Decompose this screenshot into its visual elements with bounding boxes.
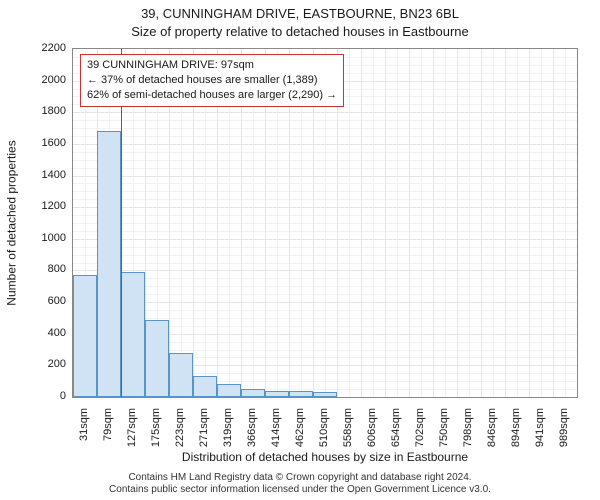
y-tick: 2000: [26, 74, 66, 86]
callout-line-3: 62% of semi-detached houses are larger (…: [87, 88, 337, 103]
histogram-bar: [193, 376, 217, 397]
y-tick: 1000: [26, 232, 66, 244]
footer-line-1: Contains HM Land Registry data © Crown c…: [0, 472, 600, 484]
y-tick: 1600: [26, 137, 66, 149]
footer-attribution: Contains HM Land Registry data © Crown c…: [0, 472, 600, 496]
histogram-bar: [289, 391, 313, 397]
callout-line-2: ← 37% of detached houses are smaller (1,…: [87, 73, 337, 88]
histogram-bar: [145, 320, 169, 398]
histogram-bar: [313, 392, 337, 397]
chart-title-sub: Size of property relative to detached ho…: [0, 24, 600, 39]
y-tick: 800: [26, 263, 66, 275]
y-tick: 1200: [26, 200, 66, 212]
y-tick: 0: [26, 390, 66, 402]
y-axis-label: Number of detached properties: [2, 48, 22, 398]
histogram-bar: [169, 353, 193, 397]
footer-line-2: Contains public sector information licen…: [0, 484, 600, 496]
y-tick: 400: [26, 327, 66, 339]
chart-title-main: 39, CUNNINGHAM DRIVE, EASTBOURNE, BN23 6…: [0, 6, 600, 21]
callout-line-1: 39 CUNNINGHAM DRIVE: 97sqm: [87, 58, 337, 73]
y-tick: 1400: [26, 169, 66, 181]
y-tick: 1800: [26, 105, 66, 117]
histogram-bar: [121, 272, 145, 397]
y-tick: 200: [26, 358, 66, 370]
histogram-bar: [217, 384, 241, 397]
histogram-bar: [265, 391, 289, 397]
callout-box: 39 CUNNINGHAM DRIVE: 97sqm← 37% of detac…: [80, 54, 344, 107]
histogram-bar: [241, 389, 265, 397]
histogram-bar: [97, 131, 121, 397]
x-axis-label: Distribution of detached houses by size …: [72, 450, 578, 464]
y-tick: 600: [26, 295, 66, 307]
histogram-bar: [73, 275, 97, 397]
y-tick: 2200: [26, 42, 66, 54]
